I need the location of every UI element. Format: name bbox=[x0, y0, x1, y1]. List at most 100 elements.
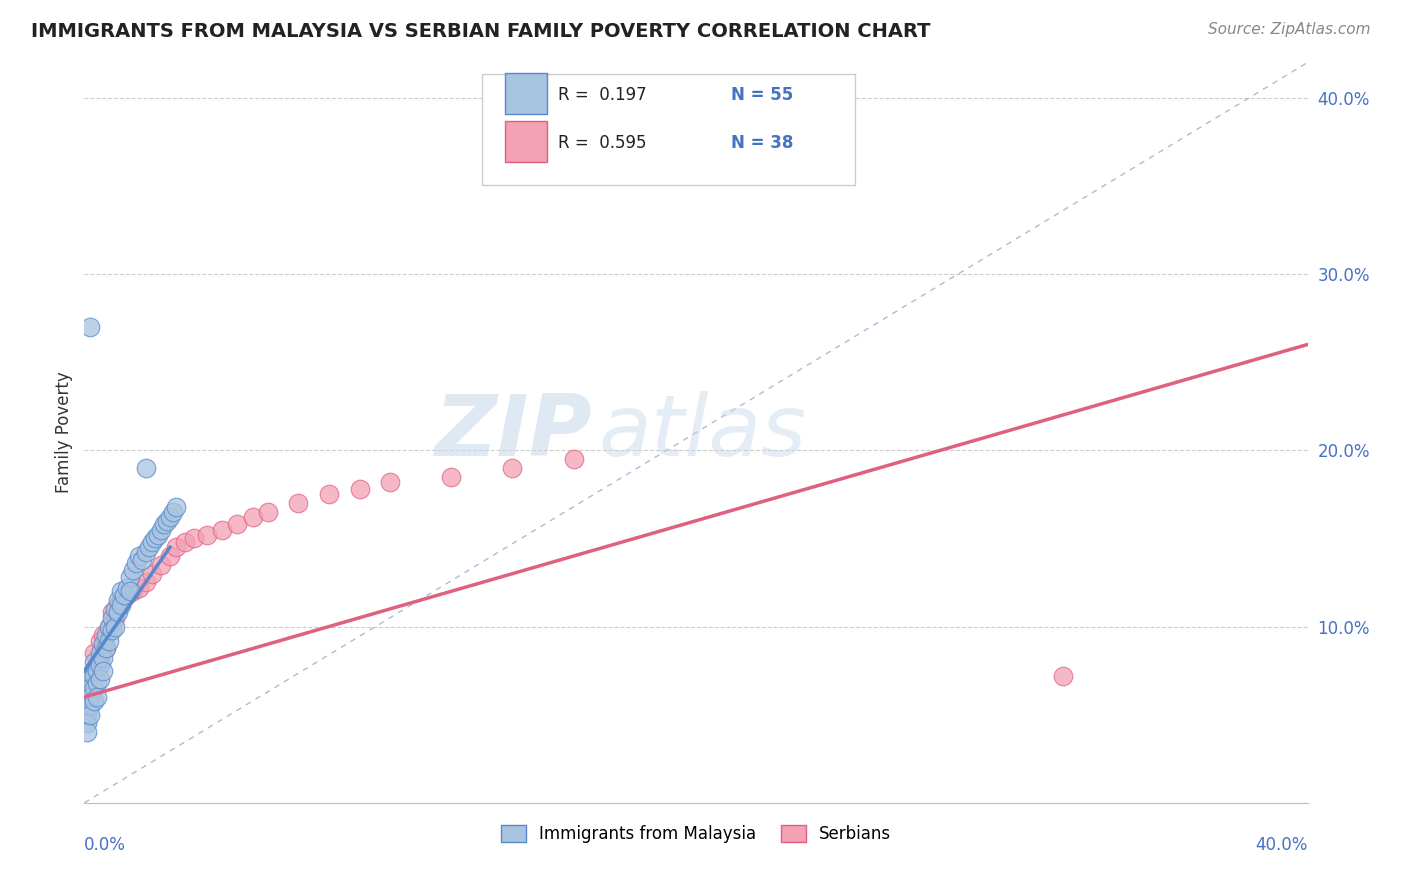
Point bbox=[110, 593, 132, 607]
Point bbox=[149, 523, 172, 537]
Text: atlas: atlas bbox=[598, 391, 806, 475]
Point bbox=[89, 651, 111, 665]
Point bbox=[76, 698, 98, 713]
Point bbox=[165, 500, 187, 514]
Point bbox=[112, 588, 135, 602]
Point bbox=[83, 669, 105, 683]
Point bbox=[79, 690, 101, 704]
Point bbox=[76, 698, 98, 713]
Point bbox=[159, 510, 181, 524]
Text: R =  0.197: R = 0.197 bbox=[558, 87, 647, 104]
Point bbox=[86, 664, 108, 678]
Text: IMMIGRANTS FROM MALAYSIA VS SERBIAN FAMILY POVERTY CORRELATION CHART: IMMIGRANTS FROM MALAYSIA VS SERBIAN FAMI… bbox=[31, 22, 931, 41]
Point bbox=[76, 707, 98, 722]
Point bbox=[104, 602, 127, 616]
Point bbox=[91, 637, 114, 651]
Point bbox=[89, 658, 111, 673]
Point bbox=[115, 581, 138, 595]
Point bbox=[94, 640, 117, 655]
Point bbox=[107, 593, 129, 607]
Point bbox=[287, 496, 309, 510]
Point bbox=[79, 673, 101, 687]
Point bbox=[349, 482, 371, 496]
Point bbox=[94, 640, 117, 655]
Point bbox=[110, 584, 132, 599]
Y-axis label: Family Poverty: Family Poverty bbox=[55, 372, 73, 493]
Point bbox=[76, 725, 98, 739]
Point bbox=[1052, 669, 1074, 683]
Legend: Immigrants from Malaysia, Serbians: Immigrants from Malaysia, Serbians bbox=[494, 819, 898, 850]
Point bbox=[149, 558, 172, 572]
Text: R =  0.595: R = 0.595 bbox=[558, 134, 647, 153]
Point bbox=[131, 552, 153, 566]
Point bbox=[165, 540, 187, 554]
Point bbox=[101, 610, 124, 624]
Point bbox=[89, 633, 111, 648]
Point bbox=[120, 570, 142, 584]
Point bbox=[135, 545, 157, 559]
Point bbox=[79, 319, 101, 334]
Point bbox=[156, 514, 179, 528]
Point bbox=[128, 549, 150, 563]
Point bbox=[86, 676, 108, 690]
Point bbox=[146, 528, 169, 542]
Point bbox=[153, 517, 176, 532]
Point bbox=[183, 532, 205, 546]
FancyBboxPatch shape bbox=[505, 73, 547, 114]
Point bbox=[211, 523, 233, 537]
Point bbox=[135, 461, 157, 475]
Point bbox=[502, 461, 524, 475]
Text: N = 55: N = 55 bbox=[731, 87, 793, 104]
FancyBboxPatch shape bbox=[482, 73, 855, 185]
Point bbox=[104, 619, 127, 633]
Point bbox=[143, 532, 166, 546]
Text: N = 38: N = 38 bbox=[731, 134, 793, 153]
Point bbox=[101, 606, 124, 620]
Point bbox=[125, 556, 148, 570]
Point bbox=[79, 698, 101, 713]
Point bbox=[162, 505, 184, 519]
Point bbox=[141, 566, 163, 581]
Point bbox=[107, 606, 129, 620]
Point bbox=[97, 633, 120, 648]
Point bbox=[91, 664, 114, 678]
Point bbox=[380, 475, 402, 489]
Point bbox=[89, 673, 111, 687]
Point bbox=[141, 535, 163, 549]
Point bbox=[83, 655, 105, 669]
Point bbox=[97, 619, 120, 633]
Point bbox=[86, 690, 108, 704]
Point bbox=[94, 628, 117, 642]
Text: ZIP: ZIP bbox=[434, 391, 592, 475]
Point bbox=[159, 549, 181, 563]
Point bbox=[257, 505, 280, 519]
Text: 0.0%: 0.0% bbox=[84, 836, 127, 855]
Point bbox=[97, 619, 120, 633]
Point bbox=[101, 623, 124, 637]
Point bbox=[242, 510, 264, 524]
Point bbox=[128, 581, 150, 595]
Point bbox=[86, 658, 108, 673]
Point bbox=[138, 540, 160, 554]
Point bbox=[83, 646, 105, 660]
Point bbox=[110, 599, 132, 613]
Point bbox=[440, 469, 463, 483]
Point bbox=[83, 681, 105, 696]
FancyBboxPatch shape bbox=[505, 121, 547, 162]
Point bbox=[122, 584, 145, 599]
Point bbox=[79, 681, 101, 696]
Point bbox=[318, 487, 340, 501]
Point bbox=[89, 646, 111, 660]
Point bbox=[120, 584, 142, 599]
Point bbox=[115, 588, 138, 602]
Point bbox=[76, 716, 98, 731]
Text: Source: ZipAtlas.com: Source: ZipAtlas.com bbox=[1208, 22, 1371, 37]
Point bbox=[195, 528, 218, 542]
Point bbox=[79, 690, 101, 704]
Point bbox=[562, 452, 585, 467]
Point bbox=[79, 673, 101, 687]
Point bbox=[104, 610, 127, 624]
Point bbox=[79, 707, 101, 722]
Point bbox=[226, 517, 249, 532]
Point bbox=[91, 651, 114, 665]
